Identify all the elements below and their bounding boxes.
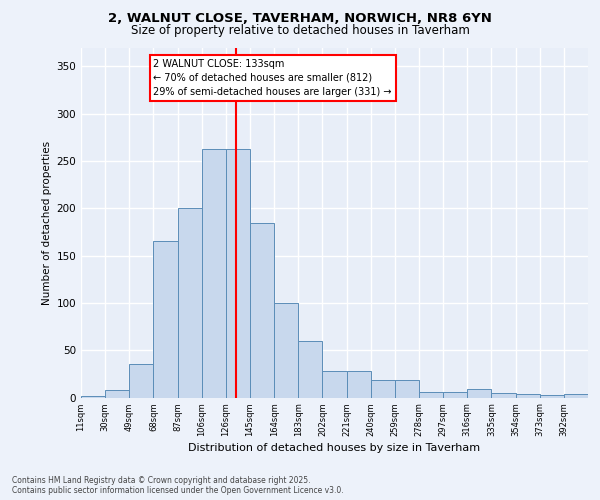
Bar xyxy=(419,392,443,398)
Bar xyxy=(129,364,154,398)
Bar xyxy=(540,394,564,398)
Bar xyxy=(298,340,322,398)
Bar xyxy=(154,242,178,398)
Text: 2, WALNUT CLOSE, TAVERHAM, NORWICH, NR8 6YN: 2, WALNUT CLOSE, TAVERHAM, NORWICH, NR8 … xyxy=(108,12,492,26)
Bar xyxy=(443,392,467,398)
Bar xyxy=(274,303,298,398)
Y-axis label: Number of detached properties: Number of detached properties xyxy=(42,140,52,304)
Bar xyxy=(81,396,105,398)
Bar xyxy=(322,371,347,398)
Bar xyxy=(395,380,419,398)
Bar xyxy=(564,394,588,398)
Bar xyxy=(250,222,274,398)
X-axis label: Distribution of detached houses by size in Taverham: Distribution of detached houses by size … xyxy=(188,444,481,454)
Bar xyxy=(515,394,540,398)
Text: Size of property relative to detached houses in Taverham: Size of property relative to detached ho… xyxy=(131,24,469,37)
Bar xyxy=(226,148,250,398)
Bar xyxy=(202,148,226,398)
Bar xyxy=(105,390,129,398)
Bar xyxy=(491,393,515,398)
Bar xyxy=(347,371,371,398)
Text: Contains HM Land Registry data © Crown copyright and database right 2025.
Contai: Contains HM Land Registry data © Crown c… xyxy=(12,476,344,495)
Bar xyxy=(467,389,491,398)
Text: 2 WALNUT CLOSE: 133sqm
← 70% of detached houses are smaller (812)
29% of semi-de: 2 WALNUT CLOSE: 133sqm ← 70% of detached… xyxy=(154,59,392,97)
Bar xyxy=(371,380,395,398)
Bar xyxy=(178,208,202,398)
